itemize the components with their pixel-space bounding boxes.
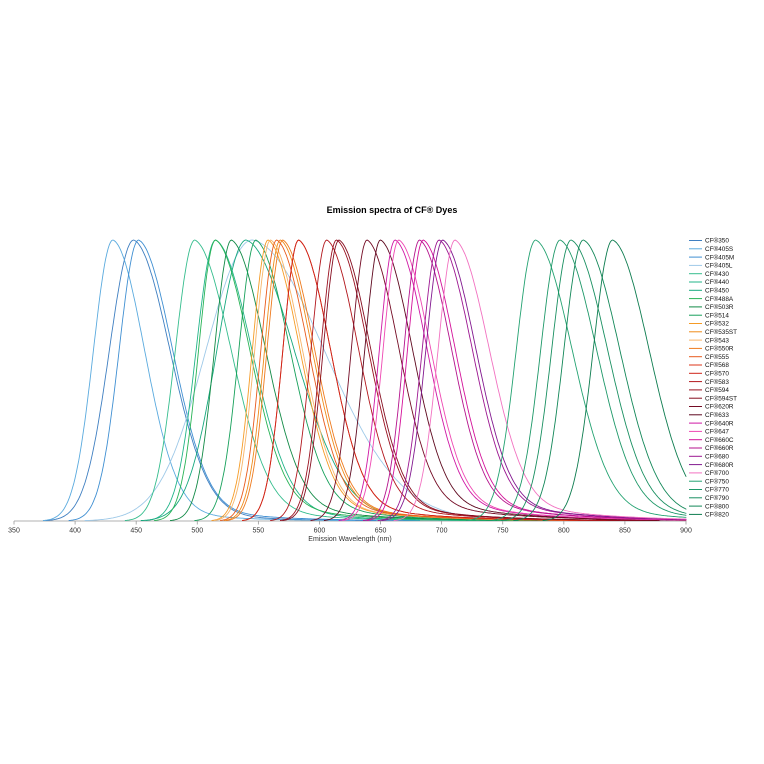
legend-item-label: CF®535ST [705,328,737,336]
legend-item-label: CF®543 [705,336,729,344]
legend-item-label: CF®770 [705,486,729,494]
legend-item-label: CF®440 [705,278,729,286]
legend-item-label: CF®680R [705,461,734,469]
legend-item-label: CF®405S [705,245,733,253]
spectrum-curve [270,239,648,522]
legend-item-label: CF®680 [705,453,729,461]
legend-item-label: CF®568 [705,361,729,369]
spectrum-curve [68,239,421,522]
legend-item-label: CF®450 [705,287,729,295]
spectrum-curve [42,239,356,522]
x-tick-label: 500 [191,528,203,535]
x-axis-label: Emission Wavelength (nm) [308,536,392,543]
x-tick-label: 750 [497,528,509,535]
legend-item-label: CF®514 [705,311,729,319]
legend-item-label: CF®700 [705,469,729,477]
legend-item-label: CF®790 [705,494,729,502]
x-tick-label: 450 [130,528,142,535]
spectrum-curve [310,239,687,521]
spectrum-curve [242,239,620,522]
legend-item-label: CF®555 [705,353,729,361]
legend-item-label: CF®820 [705,511,729,519]
spectrum-curve [542,239,687,521]
x-tick-label: 800 [558,528,570,535]
spectrum-curve [140,239,538,522]
legend-item-label: CF®594ST [705,394,737,402]
x-tick-label: 350 [8,528,20,535]
legend-item-label: CF®660R [705,444,734,452]
x-tick-label: 900 [680,528,692,535]
spectrum-curve [323,239,687,521]
legend-item-label: CF®405M [705,253,734,261]
legend-item-label: CF®800 [705,502,729,510]
spectrum-curve [169,239,553,522]
legend-item-label: CF®660C [705,436,734,444]
spectrum-curve [362,239,687,521]
spectrum-curve [220,239,598,522]
legend-item-label: CF®550R [705,345,734,353]
spectrum-curve [381,239,687,521]
x-tick-label: 850 [619,528,631,535]
spectrum-curve [342,239,687,521]
chart-title: Emission spectra of CF® Dyes [326,205,458,215]
legend-item-label: CF®350 [705,237,729,245]
legend-item-label: CF®405L [705,262,733,270]
legend-item-label: CF®532 [705,320,729,328]
x-tick-label: 650 [375,528,387,535]
spectrum-curve [377,239,687,521]
spectrum-curve [282,239,660,522]
spectrum-curve [242,239,620,522]
x-tick-label: 550 [253,528,265,535]
spectrum-curve [501,239,687,521]
x-tick-label: 400 [69,528,81,535]
legend-item-label: CF®750 [705,477,729,485]
legend-item-label: CF®647 [705,428,729,436]
legend-item-label: CF®640R [705,419,734,427]
legend-item-label: CF®633 [705,411,729,419]
spectrum-curve [84,239,561,522]
legend-item-label: CF®430 [705,270,729,278]
legend-item-label: CF®488A [705,295,734,303]
legend-item-label: CF®583 [705,378,729,386]
x-tick-label: 600 [314,528,326,535]
spectrum-curve [393,239,687,521]
spectrum-curve [226,239,604,522]
legend-item-label: CF®620R [705,403,734,411]
legend-item-label: CF®503R [705,303,734,311]
spectrum-curve [465,239,687,521]
spectrum-curve [513,239,687,521]
legend-item-label: CF®594 [705,386,729,394]
x-tick-label: 700 [436,528,448,535]
spectrum-curve [490,239,687,521]
legend-item-label: CF®570 [705,370,729,378]
